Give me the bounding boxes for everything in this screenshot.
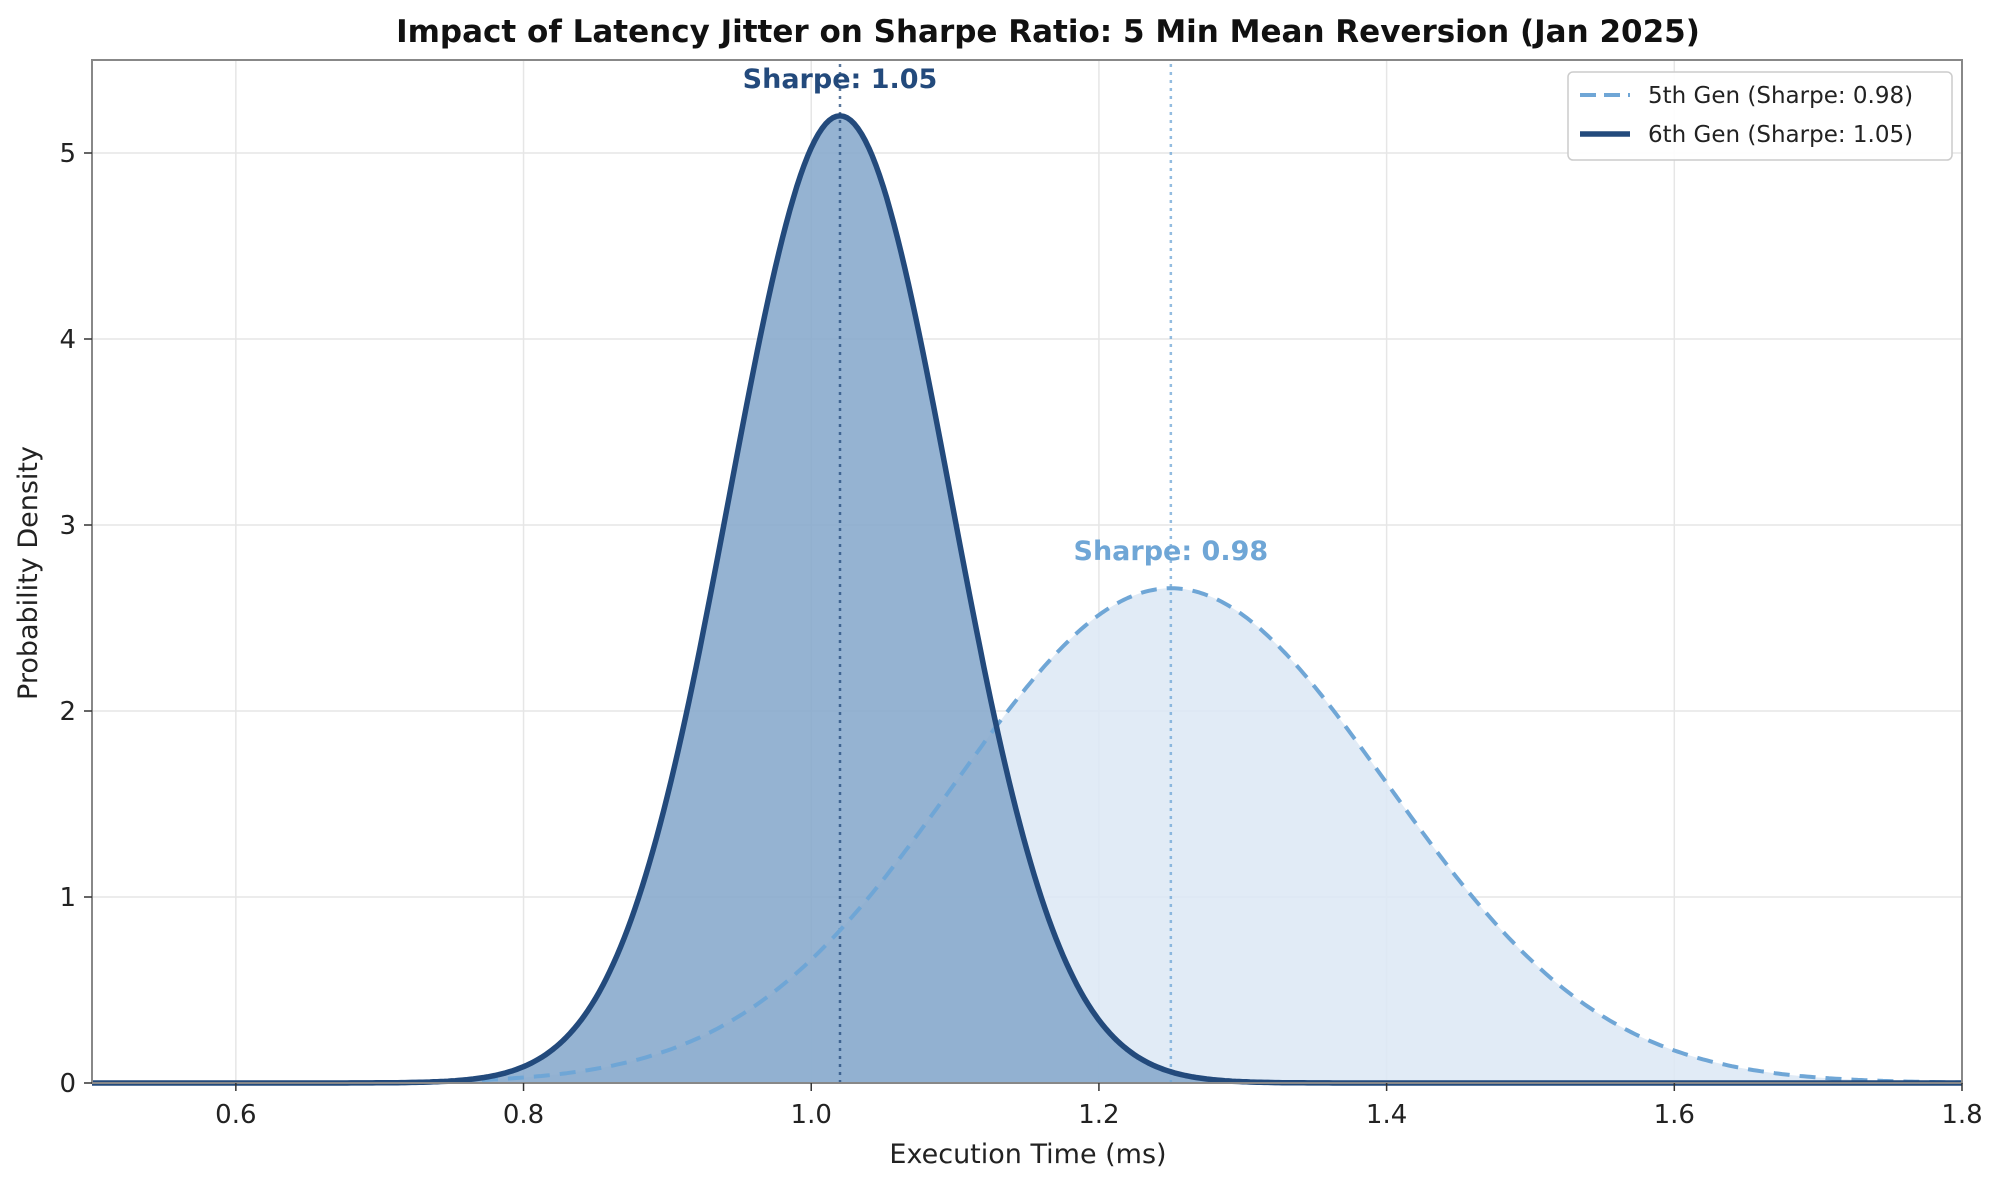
legend: 5th Gen (Sharpe: 0.98) 6th Gen (Sharpe: 1… [1567, 71, 1953, 161]
plot-frame [91, 59, 1963, 1084]
y-tick-label: 4 [59, 325, 76, 355]
x-tick-label: 0.6 [215, 1100, 256, 1130]
mean-lines [838, 62, 1173, 1083]
x-axis-label: Execution Time (ms) [889, 1139, 1166, 1170]
x-tick-label: 1.6 [1654, 1100, 1695, 1130]
y-axis: 0 1 2 3 4 5 [59, 139, 92, 1099]
gen6-legend-label: 6th Gen (Sharpe: 1.05) [1648, 122, 1913, 148]
gen5-density-line [92, 586, 1962, 1085]
gen5-sharpe-annotation: Sharpe: 0.98 [1074, 536, 1269, 567]
gen6-fill-area [92, 115, 1962, 1084]
y-tick-label: 0 [59, 1069, 76, 1099]
x-axis: 0.6 0.8 1.0 1.2 1.4 1.6 1.8 [215, 1083, 1983, 1130]
gen5-fill-area [92, 588, 1962, 1083]
gen6-sharpe-annotation: Sharpe: 1.05 [743, 64, 938, 95]
legend-box [1567, 71, 1953, 161]
y-tick-label: 3 [59, 511, 76, 541]
y-tick-label: 2 [59, 697, 76, 727]
x-tick-label: 1.2 [1078, 1100, 1119, 1130]
y-axis-label: Probability Density [13, 446, 44, 700]
x-tick-label: 1.0 [791, 1100, 832, 1130]
x-tick-label: 1.8 [1941, 1100, 1982, 1130]
fill-areas [92, 115, 1962, 1084]
chart-title: Impact of Latency Jitter on Sharpe Ratio… [396, 14, 1700, 50]
y-tick-label: 1 [59, 883, 76, 913]
x-tick-label: 1.4 [1366, 1100, 1407, 1130]
gen5-legend-label: 5th Gen (Sharpe: 0.98) [1648, 83, 1913, 109]
y-tick-label: 5 [59, 139, 76, 169]
annotations: Sharpe: 0.98 Sharpe: 1.05 [743, 64, 1269, 567]
x-tick-label: 0.8 [503, 1100, 544, 1130]
